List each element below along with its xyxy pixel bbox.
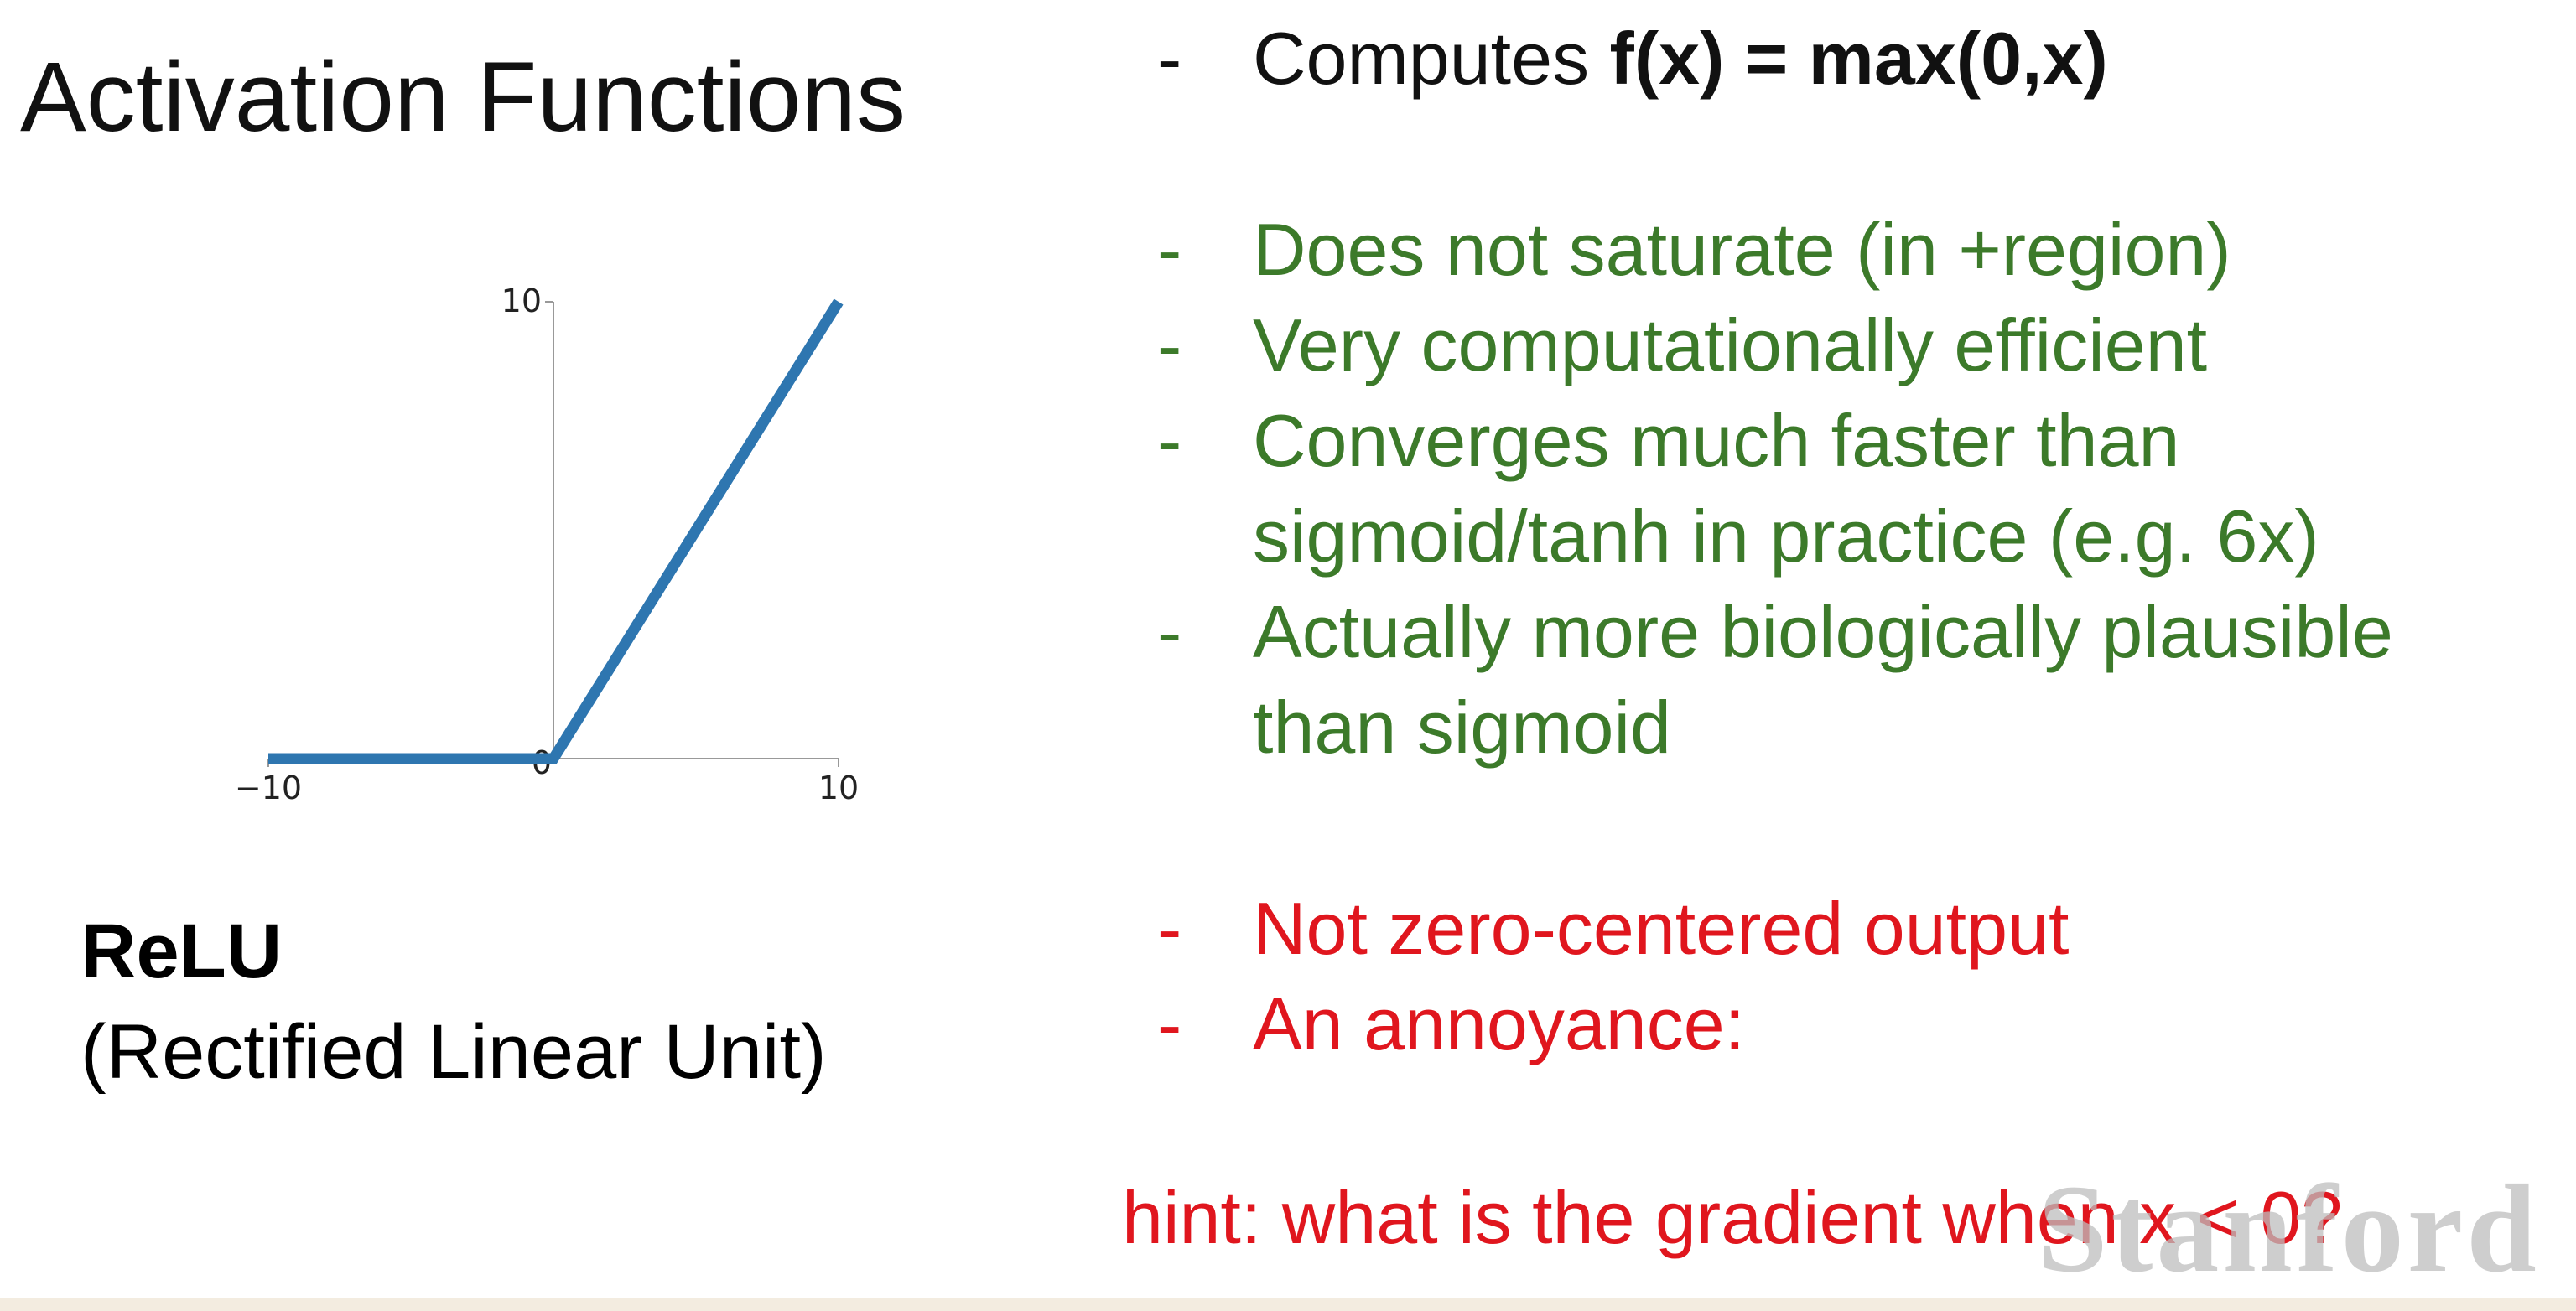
x-tick-label: 10 <box>818 770 859 806</box>
con-text: Not zero-centered output <box>1253 887 2070 970</box>
pro-item: - Very computationally efficient <box>1157 303 2208 386</box>
bullet-dash: - <box>1157 887 1182 970</box>
con-text: An annoyance: <box>1253 982 1746 1065</box>
hint-text: hint: what is the gradient when x < 0? <box>1122 1176 2343 1259</box>
pro-continuation: than sigmoid <box>1253 686 1671 769</box>
slide-title: Activation Functions <box>20 42 906 153</box>
pro-text: Actually more biologically plausible <box>1253 590 2393 673</box>
bullet-dash: - <box>1157 590 1182 673</box>
formula-prefix: Computes <box>1253 17 1610 100</box>
con-item: - An annoyance: <box>1157 982 1746 1065</box>
bullet-dash: - <box>1157 982 1182 1065</box>
pro-text: Converges much faster than <box>1253 399 2180 482</box>
bullet-dash: - <box>1157 17 1182 100</box>
pro-text: Does not saturate (in +region) <box>1253 208 2231 291</box>
relu-full-name: (Rectified Linear Unit) <box>80 1009 827 1095</box>
x-tick-label: −10 <box>235 770 302 806</box>
pro-item: - Actually more biologically plausible <box>1157 590 2393 673</box>
stanford-watermark: Stanford <box>2038 1159 2540 1298</box>
pro-item: - Does not saturate (in +region) <box>1157 208 2231 291</box>
relu-chart: −10 10 10 0 <box>226 277 880 830</box>
formula-bullet: - Computes f(x) = max(0,x) <box>1157 18 2108 100</box>
con-item: - Not zero-centered output <box>1157 887 2070 970</box>
pro-text: Very computationally efficient <box>1253 303 2208 386</box>
bullet-dash: - <box>1157 303 1182 386</box>
bullet-dash: - <box>1157 208 1182 291</box>
bottom-strip <box>0 1298 2576 1311</box>
y-tick-label: 10 <box>501 282 542 319</box>
relu-label: ReLU <box>80 909 283 994</box>
pro-continuation: sigmoid/tanh in practice (e.g. 6x) <box>1253 495 2319 578</box>
relu-series-line <box>268 298 844 764</box>
bullet-dash: - <box>1157 399 1182 482</box>
pro-item: - Converges much faster than <box>1157 399 2180 482</box>
formula-text: f(x) = max(0,x) <box>1609 17 2108 100</box>
